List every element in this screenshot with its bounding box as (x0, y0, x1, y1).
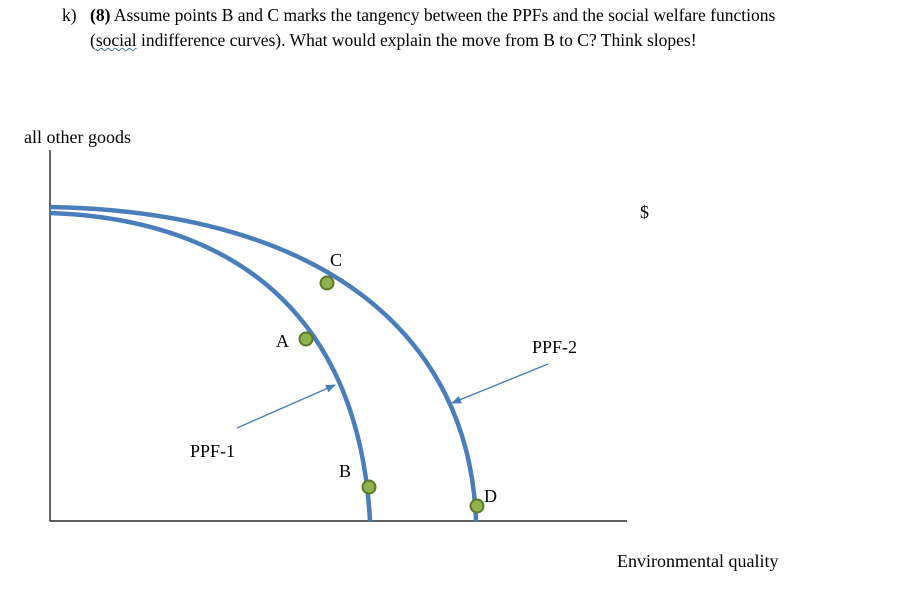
point-c-marker (319, 275, 335, 291)
y-axis-label: all other goods (24, 127, 131, 147)
spellcheck-word: social (95, 30, 137, 50)
point-c-label: C (330, 250, 342, 270)
ppf-2-label: PPF-2 (532, 337, 577, 357)
question-number: k) (62, 5, 77, 25)
ppf-1-label: PPF-1 (190, 441, 235, 461)
ppf-1-curve (49, 210, 373, 522)
question-line-2: (social indifference curves). What would… (62, 28, 902, 53)
question-line-1: k) (8) Assume points B and C marks the ta… (62, 3, 902, 28)
ppf-2-arrow (451, 363, 549, 404)
ppf-1-arrow (236, 384, 336, 429)
dollar-sign: $ (640, 202, 649, 222)
point-b-label: B (339, 461, 351, 481)
question-line-1-text: Assume points B and C marks the tangency… (110, 5, 776, 25)
x-axis-label: Environmental quality (617, 551, 778, 571)
point-d-marker (469, 498, 485, 514)
point-a-label: A (276, 331, 289, 351)
question-text: k) (8) Assume points B and C marks the ta… (62, 3, 902, 53)
question-line-2-text: indifference curves). What would explain… (136, 30, 697, 50)
question-paren: ( (90, 30, 96, 50)
ppf-2-curve (49, 204, 479, 522)
point-a-marker (298, 331, 314, 347)
question-points: (8) (90, 5, 111, 25)
point-d-label: D (484, 486, 497, 506)
point-b-marker (361, 479, 377, 495)
